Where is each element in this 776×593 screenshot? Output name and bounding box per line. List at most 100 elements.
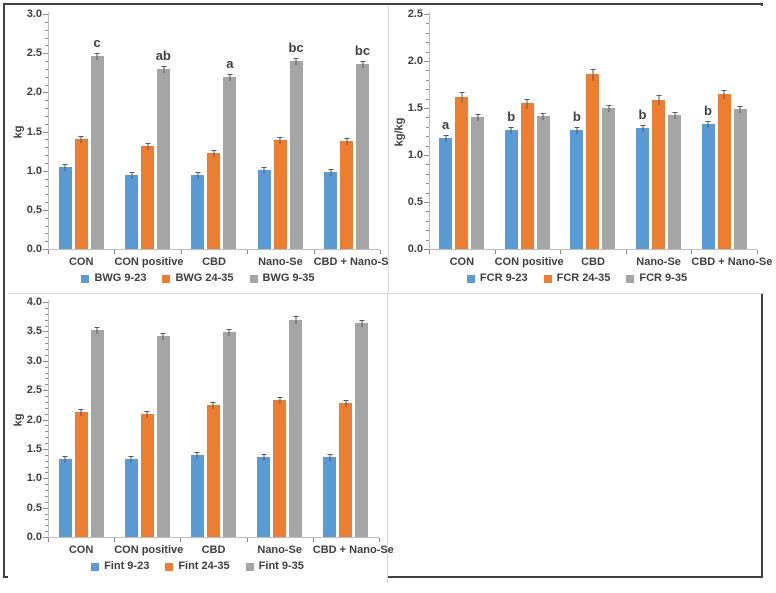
y-minor-tick [45,100,48,102]
bar: b [570,110,584,249]
y-minor-tick [45,37,48,39]
error-bar-line [362,62,364,69]
error-bar [328,169,334,177]
y-minor-tick [426,42,429,44]
bar-group: b [495,14,561,249]
bar [355,320,369,537]
legend-label: FCR 24-35 [556,272,611,284]
category-label: CBD [202,256,226,268]
y-minor-tick [426,126,429,128]
y-tick-label: 1.5 [407,102,423,114]
bar [257,453,271,537]
category-label: CON positive [114,544,184,556]
y-major-tick [43,53,48,55]
y-tick-label: 3.5 [26,325,42,338]
y-major-tick [43,209,48,211]
error-bar [540,112,546,120]
sig-letter: b [572,108,581,124]
bar: bc [355,44,370,249]
bar-group: c [48,14,114,249]
error-bar-line [130,457,132,464]
error-bar [606,105,612,112]
error-bar [459,92,465,103]
error-bar-line [147,144,149,151]
y-minor-tick [426,239,429,241]
error-bar-line [608,106,610,112]
y-minor-tick [45,384,48,386]
x-boundary-tick [246,538,248,542]
y-minor-tick [45,490,48,491]
error-bar-line [146,411,148,418]
error-bar [277,396,283,404]
error-bar-line [229,75,231,82]
bar: b [504,110,518,249]
legend-swatch [245,562,254,571]
error-bar [194,451,200,459]
y-minor-tick [426,89,429,91]
y-minor-tick [426,70,429,72]
y-minor-tick [426,183,429,185]
y-major-tick [43,170,48,172]
y-minor-tick [45,68,48,70]
sig-letter: bc [288,40,304,55]
legend-label: Fint 24-35 [178,560,230,572]
error-bar-line [461,93,463,103]
bar [74,136,88,249]
error-bar [640,124,646,132]
legend-label: FCR 9-23 [479,272,528,284]
bar-group: b [560,14,626,249]
y-tick-label: 0.0 [26,531,42,543]
bar [717,90,731,249]
error-bar-line [477,115,479,122]
y-minor-tick [426,145,429,147]
error-bar [574,126,580,134]
y-minor-tick [45,61,48,62]
bar: ab [156,49,171,249]
legend-label: BWG 24-35 [175,272,234,284]
error-bar [721,90,727,99]
bar [536,112,550,249]
x-boundary-tick [625,250,627,254]
legend-item: FCR 24-35 [543,272,611,284]
y-minor-tick [45,501,48,503]
x-boundary-tick [429,250,430,254]
x-boundary-tick [380,250,381,254]
y-minor-tick [45,76,48,78]
bar [668,111,682,249]
error-bar [161,65,167,73]
y-minor-tick [426,173,429,175]
y-minor-tick [45,178,48,180]
error-bar [360,61,366,69]
y-tick-label: 2.0 [407,55,423,67]
bar [289,316,303,537]
y-minor-tick [45,454,48,456]
error-bar [737,105,743,113]
y-minor-tick [45,372,48,374]
category-label: CON [68,544,94,556]
y-minor-tick [426,136,429,138]
legend-item: BWG 9-23 [81,273,146,284]
x-boundary-tick [757,250,758,254]
y-tick-label: 2.5 [407,8,423,20]
y-minor-tick [45,155,48,156]
x-boundary-tick [247,250,249,254]
bar [74,408,88,537]
y-minor-tick [45,108,48,109]
y-minor-tick [45,431,48,433]
bar: c [90,36,104,249]
error-bar-line [658,95,660,106]
error-bar-line [330,170,332,177]
bar-group: a [181,14,247,249]
y-tick-label: 2.5 [26,47,42,60]
y-minor-tick [45,513,48,515]
y-major-tick [424,155,429,156]
y-minor-tick [45,484,48,486]
x-boundary-tick [180,250,182,254]
error-bar-line [592,69,594,81]
error-bar-line [510,127,512,134]
legend-label: BWG 9-35 [262,272,315,284]
legend-label: FCR 9-35 [639,272,688,284]
error-bar-line [345,401,347,408]
error-bar-line [64,457,66,464]
y-axis-title: kg/kg [391,14,407,249]
